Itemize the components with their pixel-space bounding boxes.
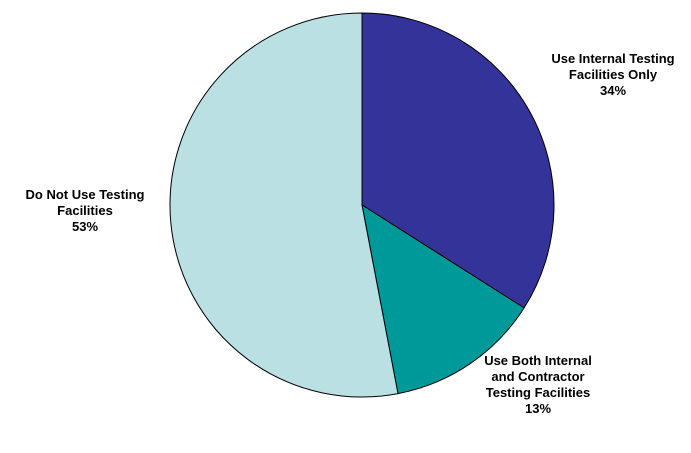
slice-label-line: Facilities Only — [569, 67, 658, 82]
pie-slice-1 — [361, 12, 555, 309]
slice-label-line: Facilities — [57, 203, 113, 218]
slice-label-2: Use Both Internal and Contractor Testing F… — [484, 353, 592, 416]
slice-label-line: and Contractor — [491, 369, 584, 384]
pie-labels: Use Internal Testing Facilities Only 34%Us… — [26, 51, 675, 416]
slice-label-line: Use Internal Testing — [551, 51, 674, 66]
pie-slice-2 — [361, 203, 525, 395]
slice-label-line: Do Not Use Testing — [26, 187, 145, 202]
pie-slice-3 — [169, 12, 399, 398]
slice-label-3: Do Not Use Testing Facilities 53% — [26, 187, 145, 234]
slice-label-1: Use Internal Testing Facilities Only 34% — [551, 51, 674, 98]
slice-label-line: Testing Facilities — [486, 385, 591, 400]
slice-percent-label: 53% — [72, 219, 98, 234]
slice-label-line: Use Both Internal — [484, 353, 592, 368]
pie-slices — [169, 12, 555, 398]
slice-percent-label: 13% — [525, 401, 551, 416]
slice-percent-label: 34% — [600, 83, 626, 98]
